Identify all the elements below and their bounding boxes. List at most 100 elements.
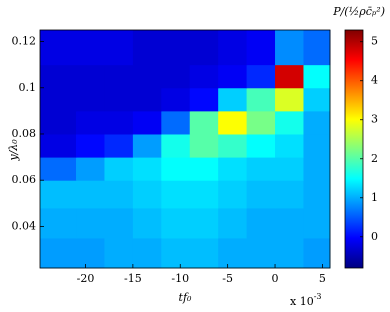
heat-cell <box>303 87 331 112</box>
heat-cell <box>161 64 191 89</box>
heat-cell <box>104 237 134 269</box>
heat-cell <box>132 87 162 112</box>
x-tick-label: -10 <box>171 272 189 285</box>
y-tick-label: 0.1 <box>19 81 37 94</box>
heat-cell <box>161 110 191 135</box>
heat-cell <box>303 64 331 89</box>
heat-cell <box>246 110 276 135</box>
heat-cell <box>40 237 77 269</box>
y-tick-label: 0.04 <box>12 219 37 232</box>
heat-cell <box>275 207 304 239</box>
heat-cell <box>189 133 219 158</box>
heat-cell <box>246 207 276 239</box>
heat-cell <box>275 30 304 66</box>
x-multiplier-base: x 10 <box>290 295 314 308</box>
y-tick-label: 0.06 <box>12 173 37 186</box>
heat-cell <box>161 87 191 112</box>
heat-cell <box>189 30 219 66</box>
heat-cell <box>132 110 162 135</box>
x-tick-label: -15 <box>124 272 142 285</box>
heat-cell <box>132 30 162 66</box>
x-multiplier: x 10-3 <box>290 292 322 308</box>
heat-cell <box>303 30 331 66</box>
heat-cell <box>246 180 276 209</box>
heat-cell <box>76 64 105 89</box>
heat-cell <box>218 180 248 209</box>
heat-cell <box>40 157 77 181</box>
heat-cell <box>218 110 248 135</box>
colorbar-tick-label: 4 <box>371 74 378 87</box>
heat-cell <box>40 87 77 112</box>
heat-cell <box>275 64 304 89</box>
heat-cell <box>76 180 105 209</box>
heat-cell <box>189 157 219 181</box>
heat-cell <box>275 110 304 135</box>
heat-cell <box>104 157 134 181</box>
heat-cell <box>275 237 304 269</box>
heat-cell <box>161 157 191 181</box>
heat-cell <box>218 87 248 112</box>
colorbar-tick-label: 2 <box>371 152 378 165</box>
heat-cell <box>189 180 219 209</box>
heat-cell <box>76 157 105 181</box>
colorbar <box>344 29 364 269</box>
heat-cell <box>104 110 134 135</box>
heat-cell <box>104 30 134 66</box>
x-multiplier-exponent: -3 <box>314 292 322 301</box>
heat-cell <box>132 180 162 209</box>
heat-cell <box>132 207 162 239</box>
heat-cell <box>246 133 276 158</box>
heat-cell <box>104 180 134 209</box>
heat-cell <box>189 207 219 239</box>
heat-cell <box>246 87 276 112</box>
heat-cell <box>218 64 248 89</box>
heat-cell <box>76 237 105 269</box>
heat-cell <box>104 87 134 112</box>
heat-cell <box>275 157 304 181</box>
heat-cell <box>40 110 77 135</box>
heat-cell <box>303 157 331 181</box>
heat-cell <box>132 133 162 158</box>
heat-cell <box>40 64 77 89</box>
heat-cell <box>76 133 105 158</box>
heat-cell <box>275 87 304 112</box>
heat-cell <box>40 133 77 158</box>
heat-cell <box>189 237 219 269</box>
heat-cell <box>132 237 162 269</box>
heat-cell <box>161 133 191 158</box>
heat-cell <box>40 207 77 239</box>
colorbar-label: P/(½ρc̄ₚ²) <box>332 5 385 18</box>
heat-cell <box>303 180 331 209</box>
heat-cell <box>246 157 276 181</box>
heat-cell <box>40 30 77 66</box>
colorbar-tick-label: 0 <box>371 230 378 243</box>
heat-cell <box>76 87 105 112</box>
heat-cell <box>218 157 248 181</box>
heat-cell <box>275 133 304 158</box>
heat-cell <box>132 64 162 89</box>
heat-cell <box>161 30 191 66</box>
heat-cell <box>104 133 134 158</box>
heat-cell <box>104 64 134 89</box>
heat-cell <box>161 207 191 239</box>
heat-cell <box>76 207 105 239</box>
y-tick-label: 0.12 <box>12 35 37 48</box>
heat-cell <box>303 110 331 135</box>
x-tick-label: 0 <box>272 272 279 285</box>
heat-cell <box>40 180 77 209</box>
heat-cell <box>132 157 162 181</box>
heat-cell <box>218 133 248 158</box>
heat-cell <box>275 180 304 209</box>
heat-cell <box>189 87 219 112</box>
heatmap <box>40 30 331 269</box>
heat-cell <box>76 30 105 66</box>
heat-cell <box>246 64 276 89</box>
y-axis-label: y/λ₀ <box>7 139 20 162</box>
x-tick-label: 5 <box>319 272 326 285</box>
x-tick-label: -5 <box>222 272 233 285</box>
heat-cell <box>218 30 248 66</box>
heat-cell <box>161 180 191 209</box>
colorbar-tick-label: 3 <box>371 113 378 126</box>
heat-cell <box>246 30 276 66</box>
